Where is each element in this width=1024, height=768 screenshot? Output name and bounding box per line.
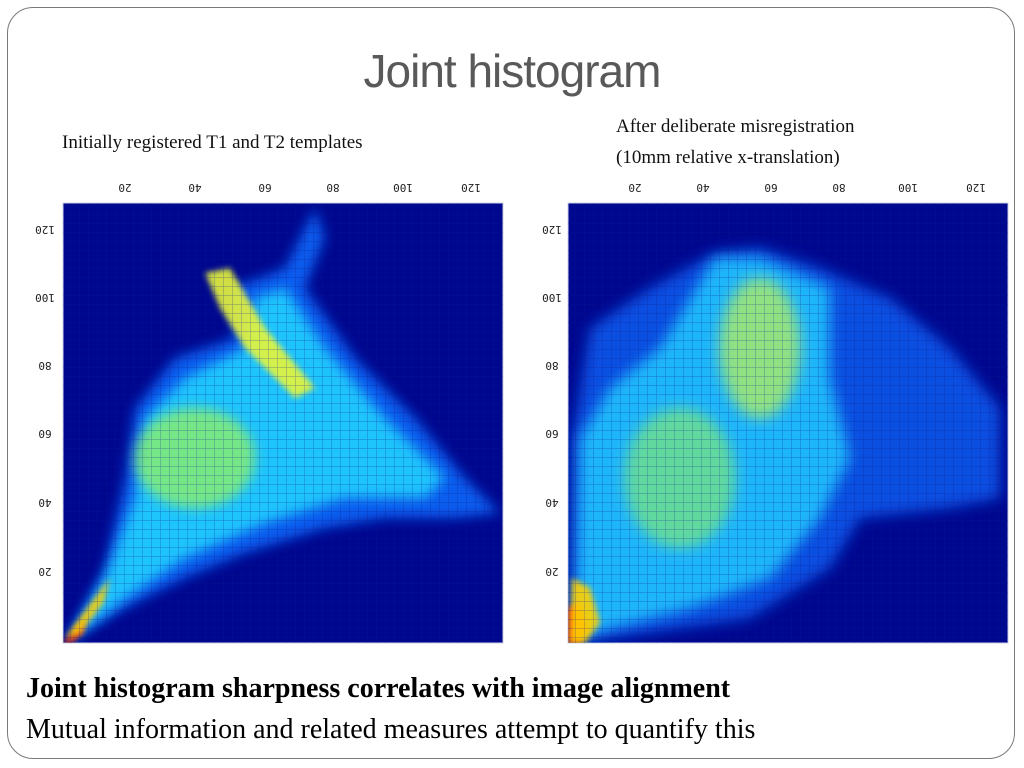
slide-title: Joint histogram [363, 45, 662, 97]
x-tick: 100 [393, 181, 413, 194]
y-tick: 20 [545, 565, 558, 578]
y-tick: 60 [545, 427, 558, 440]
x-tick: 40 [188, 181, 201, 194]
slide-frame [7, 7, 1015, 759]
x-tick: 120 [966, 181, 986, 194]
right-caption-line1: After deliberate misregistration [616, 116, 855, 137]
y-tick: 60 [38, 427, 51, 440]
joint-histogram-registered: 20 40 60 80 100 120 120 100 80 60 40 20 [35, 181, 504, 644]
y-tick: 40 [545, 496, 558, 509]
x-tick: 100 [898, 181, 918, 194]
y-tick: 120 [542, 223, 562, 236]
x-tick: 60 [258, 181, 271, 194]
x-tick: 20 [628, 181, 641, 194]
left-caption: Initially registered T1 and T2 templates [62, 132, 363, 153]
x-tick: 80 [326, 181, 339, 194]
y-tick: 100 [542, 291, 562, 304]
x-tick: 60 [764, 181, 777, 194]
y-tick: 20 [38, 565, 51, 578]
y-tick: 80 [545, 359, 558, 372]
y-tick: 40 [38, 496, 51, 509]
sub-statement: Mutual information and related measures … [26, 714, 756, 745]
y-tick: 80 [38, 359, 51, 372]
x-tick: 20 [118, 181, 131, 194]
right-caption-line2: (10mm relative x-translation) [616, 147, 840, 168]
x-tick: 40 [696, 181, 709, 194]
x-tick: 80 [832, 181, 845, 194]
joint-histogram-misregistered: 20 40 60 80 100 120 120 100 80 60 40 20 [542, 181, 1009, 644]
x-axis-ticks: 20 40 60 80 100 120 [118, 181, 481, 194]
y-tick: 100 [35, 291, 55, 304]
y-axis-ticks: 120 100 80 60 40 20 [35, 223, 55, 578]
x-axis-ticks: 20 40 60 80 100 120 [628, 181, 986, 194]
key-statement: Joint histogram sharpness correlates wit… [26, 673, 731, 704]
y-axis-ticks: 120 100 80 60 40 20 [542, 223, 562, 578]
x-tick: 120 [461, 181, 481, 194]
y-tick: 120 [35, 223, 55, 236]
